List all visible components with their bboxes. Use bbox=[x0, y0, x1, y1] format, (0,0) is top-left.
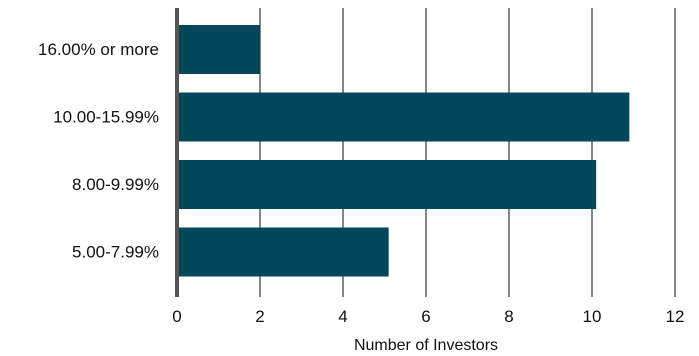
x-tick-label: 12 bbox=[666, 307, 685, 326]
x-tick-labels: 0 2 4 6 8 10 12 bbox=[172, 307, 684, 326]
x-tick-label: 6 bbox=[421, 307, 430, 326]
x-tick-label: 8 bbox=[504, 307, 513, 326]
category-label: 10.00-15.99% bbox=[53, 108, 159, 127]
category-label: 16.00% or more bbox=[38, 40, 159, 59]
x-tick-label: 2 bbox=[255, 307, 264, 326]
bar bbox=[177, 160, 597, 209]
bar bbox=[177, 92, 630, 142]
bar bbox=[177, 25, 260, 74]
category-label: 5.00-7.99% bbox=[72, 243, 159, 262]
x-tick-label: 4 bbox=[338, 307, 347, 326]
x-tick-label: 10 bbox=[583, 307, 602, 326]
bars bbox=[177, 25, 630, 277]
category-label: 8.00-9.99% bbox=[72, 175, 159, 194]
x-tick-label: 0 bbox=[172, 307, 181, 326]
bar bbox=[177, 227, 389, 277]
x-axis-title: Number of Investors bbox=[354, 337, 498, 354]
category-labels: 16.00% or more 10.00-15.99% 8.00-9.99% 5.00… bbox=[38, 40, 159, 262]
